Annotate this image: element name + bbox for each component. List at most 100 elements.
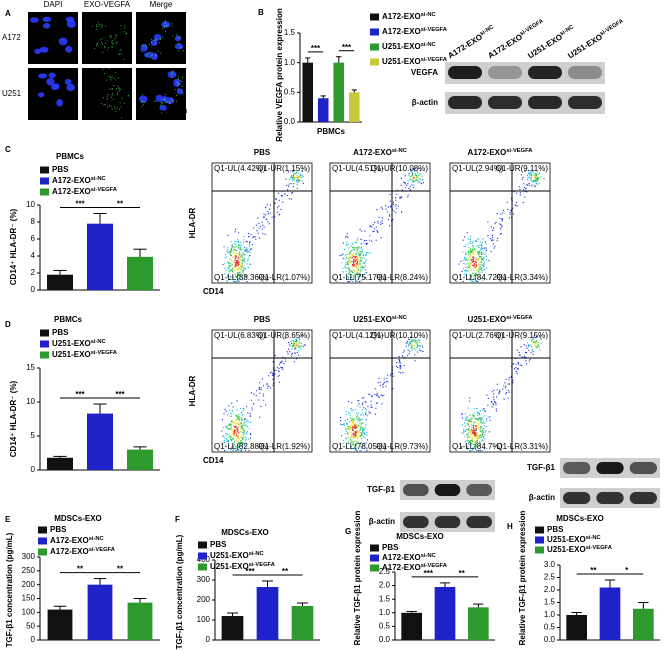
blot-membrane: [445, 62, 605, 84]
quadrant-label: Q1-LL(84.72%): [452, 273, 507, 282]
nucleus: [48, 72, 56, 79]
column-header: EXO-VEGFA: [84, 0, 131, 9]
y-tick-label: 5: [31, 431, 36, 440]
y-tick-label: 4: [31, 251, 36, 260]
blot-band: [488, 66, 522, 79]
significance-label: ***: [342, 43, 352, 52]
y-tick-label: 200: [197, 595, 211, 604]
flow-title: A172-EXOsi-VEGFA: [468, 148, 533, 158]
flow-title-sup: si-NC: [392, 148, 407, 154]
blot-band: [448, 66, 482, 79]
y-axis-label: CD14⁺ HLA-DR⁻ (%): [9, 208, 18, 285]
blot-band: [528, 66, 562, 79]
chart-title: MDSCs-EXO: [221, 528, 269, 537]
bar: [317, 98, 329, 122]
y-tick-label: 1.0: [284, 58, 296, 67]
legend-label: A172-EXOsi-VEGFA: [382, 27, 447, 37]
quadrant-label: Q1-LR(9.73%): [376, 442, 428, 451]
chart-title: PBMCs: [56, 152, 85, 161]
legend-swatch: [40, 188, 49, 196]
x-axis-label: PBMCs: [317, 127, 346, 136]
legend-label-sup: si-NC: [421, 553, 436, 559]
nucleus: [139, 95, 148, 104]
bar: [468, 607, 489, 640]
nucleus: [46, 78, 55, 86]
nucleus: [34, 48, 42, 55]
flow-title: U251-EXOsi-VEGFA: [468, 315, 533, 325]
flow-title: A172-EXOsi-NC: [353, 148, 407, 158]
nucleus: [150, 39, 158, 46]
nucleus: [38, 92, 45, 98]
quadrant-label: Q1-LL(88.36%): [214, 273, 269, 282]
nucleus: [144, 52, 153, 58]
nucleus: [42, 16, 52, 22]
y-tick-label: 1.0: [544, 610, 556, 619]
legend-label-sup: si-NC: [421, 12, 436, 18]
legend-label: U251-EXOsi-NC: [382, 42, 436, 52]
y-tick-label: 150: [22, 594, 36, 603]
quadrant-label: Q1-UL(4.42%): [214, 164, 266, 173]
nucleus: [58, 37, 68, 46]
panel-label: B: [258, 8, 264, 17]
y-axis-label: Relative VEGFA protein expression: [275, 8, 284, 142]
flow-y-label: HLA-DR: [188, 375, 197, 406]
y-tick-label: 8: [31, 217, 36, 226]
legend-label-base: PBS: [52, 328, 69, 337]
row-label: A172: [2, 33, 21, 42]
y-tick-label: 300: [22, 552, 36, 561]
nucleus: [38, 73, 48, 79]
legend-label-base: U251-EXO: [547, 535, 586, 544]
nucleus: [56, 99, 63, 107]
legend-swatch: [198, 541, 207, 549]
flow-title-base: U251-EXO: [468, 315, 507, 324]
legend-label-sup: si-NC: [586, 535, 601, 541]
lane-label-base: A172-EXO: [446, 32, 484, 60]
legend-label-base: A172-EXO: [50, 547, 89, 556]
y-tick-label: 10: [26, 397, 35, 406]
significance-label: ***: [75, 200, 85, 209]
flow-plot-frame: [449, 162, 551, 284]
y-tick-label: 0: [31, 285, 36, 294]
bar: [401, 612, 422, 640]
blot-band: [448, 96, 482, 109]
y-tick-label: 50: [26, 621, 35, 630]
flow-title-base: A172-EXO: [353, 148, 392, 157]
legend-label: A172-EXOsi-NC: [50, 536, 104, 546]
blot-band: [596, 462, 624, 474]
lane-label-sup: si-VEGFA: [599, 18, 624, 37]
legend-swatch: [370, 564, 379, 572]
lane-label-base: U251-EXO: [566, 32, 604, 60]
legend-label-sup: si-VEGFA: [249, 562, 275, 568]
flow-events: [471, 424, 478, 437]
legend-swatch: [40, 340, 49, 348]
bar: [302, 62, 314, 122]
legend-label-base: A172-EXO: [52, 187, 91, 196]
legend-label-base: PBS: [210, 540, 227, 549]
y-tick-label: 0.0: [284, 117, 296, 126]
flow-x-label: CD14: [203, 287, 224, 296]
legend-label: A172-EXOsi-NC: [382, 553, 436, 563]
legend-swatch: [198, 563, 207, 571]
blot-band: [596, 492, 624, 504]
significance-label: **: [590, 566, 597, 575]
legend-label-base: U251-EXO: [382, 42, 421, 51]
panel-label: C: [5, 145, 11, 154]
blot-row-label: VEGFA: [411, 68, 438, 77]
blot-row-label: TGF-β1: [527, 463, 556, 472]
panel-label: F: [175, 515, 180, 524]
nucleus: [51, 84, 59, 91]
legend-label-sup: si-VEGFA: [91, 187, 117, 193]
significance-label: **: [117, 565, 124, 574]
flow-title: PBS: [254, 315, 271, 324]
blot-band: [488, 96, 522, 109]
y-tick-label: 1.5: [379, 594, 391, 603]
lane-label-base: A172-EXO: [486, 32, 524, 60]
bar: [47, 609, 73, 640]
quadrant-label: Q1-UL(4.51%): [332, 164, 384, 173]
micrograph: [82, 12, 132, 64]
flow-title-base: PBS: [254, 315, 271, 324]
panel-label: D: [5, 320, 11, 329]
y-tick-label: 250: [22, 566, 36, 575]
y-tick-label: 0.5: [379, 622, 391, 631]
